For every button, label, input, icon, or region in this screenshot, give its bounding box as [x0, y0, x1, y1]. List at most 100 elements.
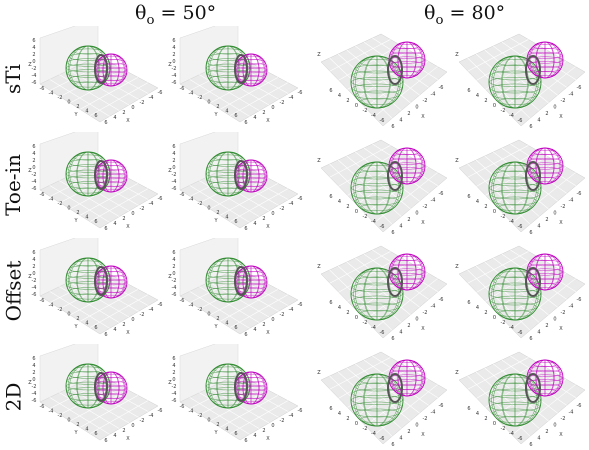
z-tick-label: -6	[172, 186, 177, 192]
x-tick-label: -6	[158, 302, 163, 308]
green-sphere-latitude	[213, 260, 243, 267]
magenta-sphere-latitude	[395, 256, 419, 261]
z-axis-letter: Z	[168, 380, 172, 386]
green-sphere	[350, 161, 404, 215]
z-tick-label: -2	[172, 384, 177, 390]
green-sphere-latitude	[213, 81, 243, 88]
y-tick-label: 4	[338, 411, 341, 417]
z-tick-label: -6	[172, 398, 177, 404]
z-tick-label: 0	[172, 271, 175, 277]
floor-gridline	[467, 269, 531, 331]
magenta-sphere-meridian	[236, 53, 265, 87]
green-sphere-latitude	[359, 98, 395, 105]
x-tick-label: -4	[289, 201, 294, 207]
y-tick-label: -4	[189, 91, 194, 97]
x-tick-label: -2	[561, 204, 566, 210]
magenta-sphere-latitude	[237, 59, 265, 65]
floor-gridline	[475, 53, 540, 111]
y-tick-label: 2	[346, 98, 349, 104]
magenta-sphere-latitude	[237, 271, 265, 277]
x-tick-label: 4	[399, 330, 402, 336]
x-tick-label: -4	[431, 92, 436, 98]
x-tick-label: 6	[104, 332, 107, 338]
magenta-sphere-latitude	[395, 177, 419, 182]
floor-gridline	[229, 294, 289, 328]
floor-gridline	[476, 150, 539, 187]
green-sphere-latitude	[497, 416, 533, 423]
green-sphere-latitude	[69, 393, 107, 401]
x-tick-label: 2	[122, 110, 125, 116]
x-tick-label: -2	[280, 100, 285, 106]
green-sphere-latitude	[213, 48, 243, 55]
green-sphere-latitude	[66, 275, 110, 285]
x-tick-label: 2	[407, 429, 410, 435]
y-tick-label: 0	[493, 209, 496, 215]
y-tick-label: 6	[467, 406, 470, 412]
magenta-sphere-latitude	[100, 373, 122, 379]
x-tick-label: 2	[545, 217, 548, 223]
floor-gridline	[329, 163, 393, 225]
magenta-sphere-latitude	[391, 259, 423, 267]
y-axis-letter: Y	[73, 218, 78, 224]
x-tick-label: 0	[271, 423, 274, 429]
magenta-sphere-latitude	[527, 379, 563, 386]
magenta-sphere-latitude	[395, 389, 419, 394]
y-tick-label: -2	[501, 214, 506, 220]
z-tick-label: 6	[32, 356, 35, 362]
overlap-ring	[525, 161, 541, 191]
x-axis-letter: X	[559, 432, 563, 438]
x-tick-label: 0	[415, 423, 418, 429]
green-sphere-latitude	[352, 83, 402, 94]
floor-gridline	[467, 57, 531, 119]
magenta-sphere-latitude	[527, 370, 563, 377]
x-tick-label: 4	[537, 118, 540, 124]
y-axis-letter: Y	[213, 324, 218, 330]
x-tick-label: 2	[545, 429, 548, 435]
green-sphere-latitude	[351, 395, 403, 405]
z-axis-letter: Z	[168, 168, 172, 174]
x-tick-label: 4	[399, 436, 402, 442]
magenta-sphere-latitude	[527, 167, 563, 174]
y-tick-label: 4	[225, 109, 228, 115]
floor-gridline	[337, 159, 402, 217]
column-header-theta-80: θo = 80°	[424, 2, 505, 28]
magenta-sphere-latitude	[527, 52, 563, 59]
x-tick-label: 4	[253, 433, 256, 439]
floor-gridline	[229, 188, 289, 222]
floor-gridline	[338, 256, 401, 293]
y-tick-label: -4	[49, 409, 54, 415]
green-sphere-latitude	[206, 270, 250, 279]
green-sphere-latitude	[73, 187, 103, 194]
y-tick-label: -4	[189, 303, 194, 309]
y-tick-label: 6	[94, 113, 97, 119]
y-tick-label: -2	[501, 320, 506, 326]
y-tick-label: 4	[338, 305, 341, 311]
x-tick-label: 6	[391, 336, 394, 342]
z-tick-label: 0	[172, 165, 175, 171]
floor-gridline	[373, 278, 438, 330]
x-tick-label: 6	[104, 120, 107, 126]
green-sphere-latitude	[354, 408, 400, 418]
y-tick-label: -6	[380, 224, 385, 230]
y-tick-label: -2	[198, 95, 203, 101]
z-tick-label: -4	[172, 73, 177, 79]
floor-gridline	[329, 145, 391, 178]
x-tick-label: 0	[553, 211, 556, 217]
green-sphere-latitude	[213, 366, 243, 373]
z-tick-label: -2	[172, 66, 177, 72]
y-tick-label: 0	[493, 315, 496, 321]
x-tick-label: -4	[431, 198, 436, 204]
x-tick-label: -4	[289, 413, 294, 419]
green-sphere-latitude	[73, 154, 103, 161]
z-axis-letter: Z	[455, 370, 459, 376]
z-tick-label: 0	[32, 59, 35, 65]
z-tick-label: 0	[172, 377, 175, 383]
overlap-ring	[94, 372, 108, 402]
x-tick-label: 2	[262, 428, 265, 434]
y-tick-label: 0	[493, 103, 496, 109]
z-tick-label: -2	[32, 278, 37, 284]
theta-value: = 80°	[449, 2, 506, 24]
